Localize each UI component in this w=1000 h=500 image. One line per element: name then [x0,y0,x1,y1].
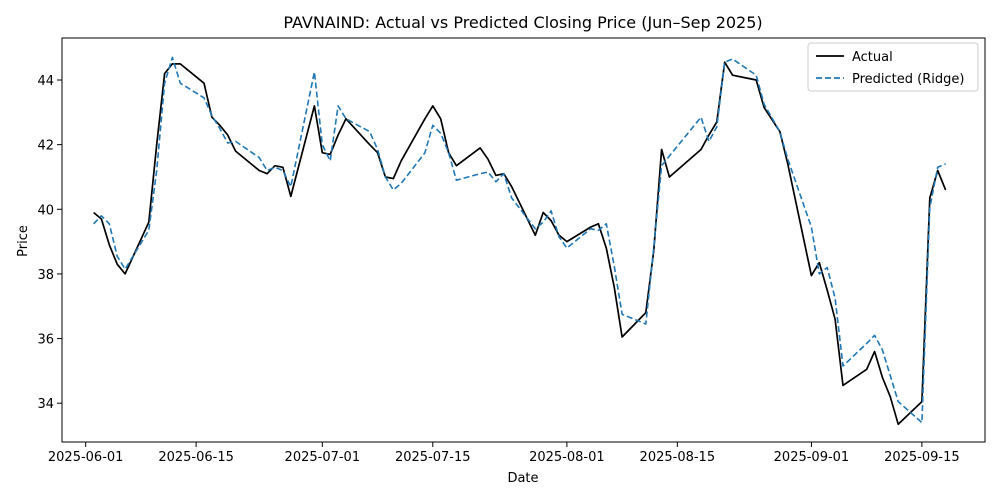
x-tick-label: 2025-09-15 [884,450,960,465]
x-tick-label: 2025-08-15 [640,450,716,465]
x-tick-label: 2025-07-01 [285,450,361,465]
x-axis: 2025-06-01 2025-06-15 2025-07-01 2025-07-15… [48,442,960,465]
x-tick-label: 2025-09-01 [774,450,850,465]
x-tick-label: 2025-08-01 [529,450,605,465]
y-axis: 34 36 38 40 42 44 [37,74,62,412]
y-tick-label: 44 [37,74,54,89]
x-tick-label: 2025-07-15 [395,450,471,465]
y-tick-label: 42 [37,139,54,154]
series-line-predicted [93,56,946,424]
y-tick-label: 36 [37,333,54,348]
y-tick-label: 38 [37,268,54,283]
y-axis-label: Price [16,225,31,257]
x-tick-label: 2025-06-01 [48,450,124,465]
y-tick-label: 40 [37,203,54,218]
series-lines [93,56,947,426]
plot-area [61,37,986,443]
x-axis-label: Date [507,471,538,486]
legend-label: Actual [852,50,893,65]
y-tick-label: 34 [37,397,54,412]
series-line-actual [93,61,947,426]
legend-label: Predicted (Ridge) [852,72,964,87]
chart-title: PAVNAIND: Actual vs Predicted Closing Pr… [283,13,762,32]
legend-box [807,42,979,92]
legend: Actual Predicted (Ridge) [807,42,979,92]
x-tick-label: 2025-06-15 [158,450,234,465]
